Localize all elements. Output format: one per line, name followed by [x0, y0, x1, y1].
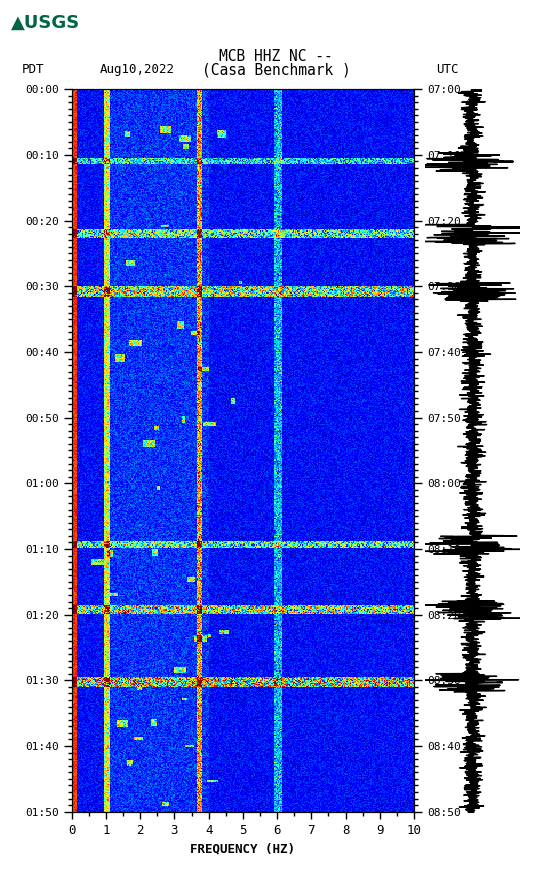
X-axis label: FREQUENCY (HZ): FREQUENCY (HZ)	[190, 842, 295, 855]
Text: MCB HHZ NC --: MCB HHZ NC --	[219, 49, 333, 63]
Text: PDT: PDT	[22, 63, 45, 76]
Text: (Casa Benchmark ): (Casa Benchmark )	[201, 62, 351, 77]
Text: Aug10,2022: Aug10,2022	[99, 63, 174, 76]
Text: ▲USGS: ▲USGS	[11, 14, 80, 32]
Text: UTC: UTC	[436, 63, 459, 76]
